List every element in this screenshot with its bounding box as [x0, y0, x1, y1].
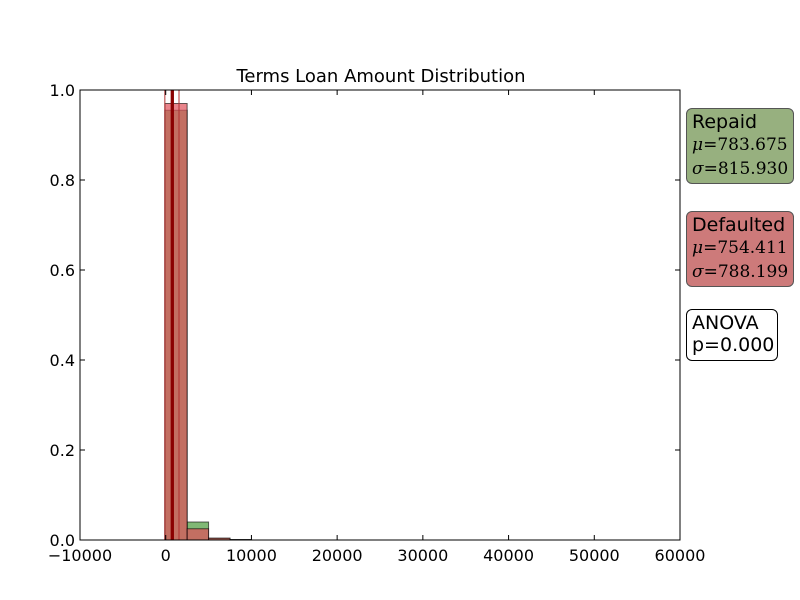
mu-symbol: μ [692, 135, 704, 155]
anova-box: ANOVA p=0.000 [686, 309, 778, 361]
x-tick-label: 50000 [569, 546, 620, 565]
defaulted-mu-value: 754.411 [717, 238, 788, 258]
y-tick-label: 0.8 [50, 171, 75, 190]
eq-sign: = [703, 159, 718, 179]
y-tick-label: 0.6 [50, 261, 75, 280]
x-tick-label: 30000 [397, 546, 448, 565]
defaulted-mu: μ=754.411 [692, 236, 788, 260]
defaulted-bar [164, 103, 188, 541]
x-tick-label: 60000 [655, 546, 706, 565]
plot-frame [79, 89, 681, 541]
repaid-sigma: σ=815.930 [692, 157, 789, 181]
x-tick-label: 0 [161, 546, 171, 565]
defaulted-stats-box: Defaulted μ=754.411 σ=788.199 [686, 211, 794, 287]
mean-lines-group [164, 90, 180, 540]
x-tick-label: 20000 [312, 546, 363, 565]
defaulted-sigma-value: 788.199 [717, 262, 789, 282]
defaulted-sigma: σ=788.199 [692, 260, 789, 284]
sigma-symbol: σ [692, 159, 704, 179]
x-tick-label: 10000 [226, 546, 277, 565]
bars-group [164, 103, 252, 541]
x-tick-label: −10000 [48, 546, 112, 565]
repaid-mu: μ=783.675 [692, 133, 788, 157]
y-tick-label: 0.0 [50, 531, 75, 550]
y-tick-label: 0.2 [50, 441, 75, 460]
anova-p-value: p=0.000 [692, 334, 775, 356]
y-tick-label: 0.4 [50, 351, 75, 370]
defaulted-bar [186, 528, 210, 541]
defaulted-label: Defaulted [692, 214, 786, 236]
repaid-label: Repaid [692, 111, 758, 133]
eq-sign: = [703, 135, 718, 155]
repaid-sigma-value: 815.930 [717, 159, 789, 179]
repaid-mu-value: 783.675 [717, 135, 788, 155]
anova-label: ANOVA [692, 312, 759, 334]
eq-sign: = [703, 238, 718, 258]
mu-symbol: μ [692, 238, 704, 258]
repaid-stats-box: Repaid μ=783.675 σ=815.930 [686, 108, 794, 184]
x-tick-label: 40000 [483, 546, 534, 565]
ticks-group: −10000 0 10000 20000 30000 40000 50000 60000 0.0… [48, 81, 706, 565]
y-tick-label: 1.0 [50, 81, 75, 100]
sigma-symbol: σ [692, 262, 704, 282]
eq-sign: = [703, 262, 718, 282]
chart-title: Terms Loan Amount Distribution [235, 66, 525, 87]
